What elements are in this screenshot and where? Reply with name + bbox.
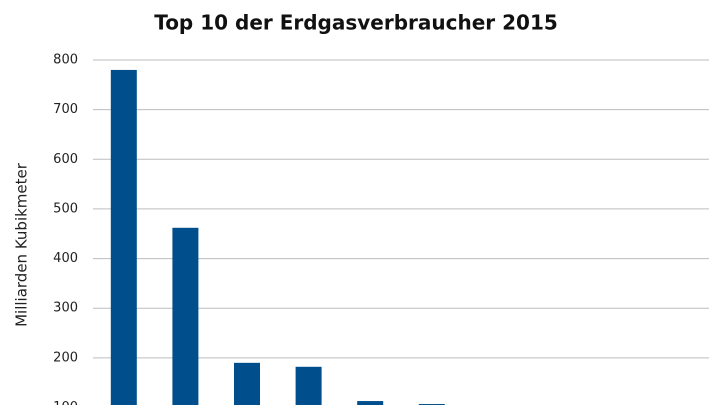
y-tick-label: 400 <box>53 251 78 266</box>
y-tick-label: 800 <box>53 53 78 68</box>
bar <box>110 69 137 405</box>
y-tick-label: 300 <box>53 301 78 316</box>
y-tick-label: 200 <box>53 350 78 365</box>
y-tick-label: 600 <box>53 152 78 167</box>
y-tick-label: 100 <box>53 400 78 405</box>
bar <box>234 362 260 405</box>
bar <box>172 227 199 405</box>
y-tick-label: 500 <box>53 201 78 216</box>
bar <box>357 401 384 405</box>
y-tick-label: 700 <box>53 102 78 117</box>
chart-title: Top 10 der Erdgasverbraucher 2015 <box>154 11 558 35</box>
bar <box>295 366 322 405</box>
y-axis-label: Milliarden Kubikmeter <box>13 162 31 327</box>
